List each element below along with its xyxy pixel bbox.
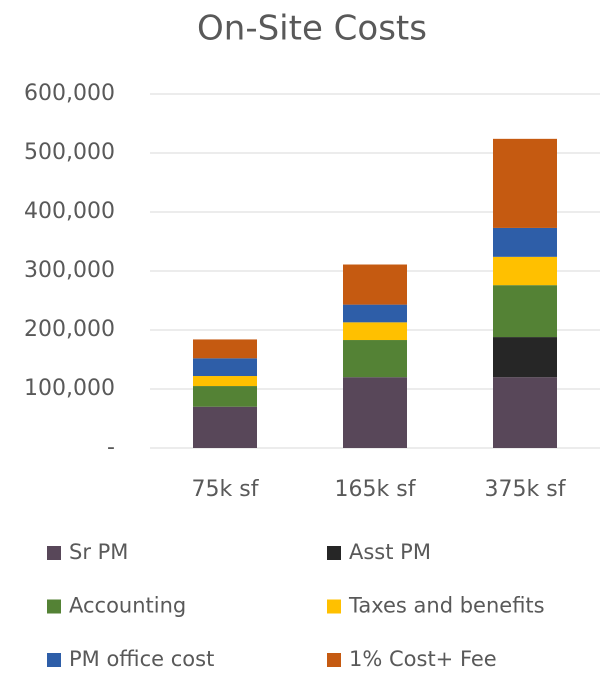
legend-label: PM office cost [69, 647, 214, 671]
y-tick-label: 200,000 [24, 317, 115, 342]
bar-segment [343, 340, 407, 378]
y-tick-label: 400,000 [24, 199, 115, 224]
y-tick-label: 600,000 [24, 81, 115, 106]
legend-swatch [327, 546, 341, 560]
bar-segment [343, 264, 407, 305]
legend-label: 1% Cost+ Fee [349, 647, 497, 671]
bar-segment [493, 337, 557, 378]
bar-segment [343, 377, 407, 448]
y-tick-label: 300,000 [24, 258, 115, 283]
legend-label: Taxes and benefits [348, 594, 545, 618]
y-tick-label: 100,000 [24, 376, 115, 401]
legend-swatch [327, 599, 341, 614]
bar-segment [193, 358, 257, 377]
legend-label: Accounting [69, 594, 186, 618]
bar-segment [493, 256, 557, 286]
bar-segment [193, 339, 257, 359]
bar-segment [493, 285, 557, 338]
legend-label: Asst PM [349, 540, 431, 564]
bar-segment [493, 138, 557, 228]
bar-segment [493, 377, 557, 448]
bar-segment [193, 406, 257, 448]
bar-segment [193, 376, 257, 387]
bar-segment [343, 304, 407, 323]
bar-segment [193, 386, 257, 407]
x-tick-label: 375k sf [485, 477, 567, 502]
legend-label: Sr PM [69, 540, 128, 564]
y-tick-label: - [107, 435, 115, 460]
bar-segment [343, 322, 407, 341]
x-tick-label: 75k sf [192, 477, 260, 502]
chart-title: On-Site Costs [197, 9, 427, 49]
legend-swatch [47, 546, 61, 560]
legend-swatch [47, 599, 61, 614]
legend-swatch [47, 653, 61, 667]
bar-segment [493, 227, 557, 257]
legend-swatch [327, 653, 341, 667]
x-tick-label: 165k sf [335, 477, 417, 502]
y-tick-label: 500,000 [24, 140, 115, 165]
